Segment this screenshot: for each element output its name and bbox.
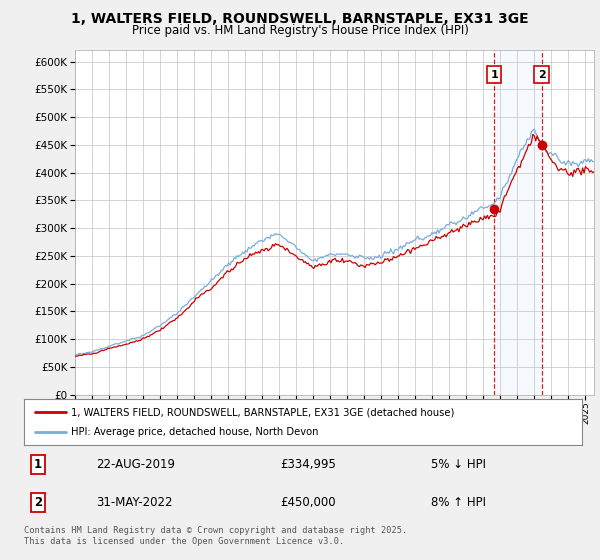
Text: 5% ↓ HPI: 5% ↓ HPI [431,458,487,471]
Bar [494,50,542,395]
Text: 2: 2 [538,69,545,80]
Text: 22-AUG-2019: 22-AUG-2019 [97,458,176,471]
Text: 1: 1 [490,69,498,80]
Text: Price paid vs. HM Land Registry's House Price Index (HPI): Price paid vs. HM Land Registry's House … [131,24,469,37]
Text: 1: 1 [34,458,42,471]
Text: 1, WALTERS FIELD, ROUNDSWELL, BARNSTAPLE, EX31 3GE (detached house): 1, WALTERS FIELD, ROUNDSWELL, BARNSTAPLE… [71,407,455,417]
Text: £450,000: £450,000 [281,496,337,509]
Text: £334,995: £334,995 [281,458,337,471]
Text: 31-MAY-2022: 31-MAY-2022 [97,496,173,509]
Text: 1, WALTERS FIELD, ROUNDSWELL, BARNSTAPLE, EX31 3GE: 1, WALTERS FIELD, ROUNDSWELL, BARNSTAPLE… [71,12,529,26]
Text: HPI: Average price, detached house, North Devon: HPI: Average price, detached house, Nort… [71,427,319,437]
Text: 2: 2 [34,496,42,509]
Text: Contains HM Land Registry data © Crown copyright and database right 2025.
This d: Contains HM Land Registry data © Crown c… [24,526,407,546]
Text: 8% ↑ HPI: 8% ↑ HPI [431,496,487,509]
